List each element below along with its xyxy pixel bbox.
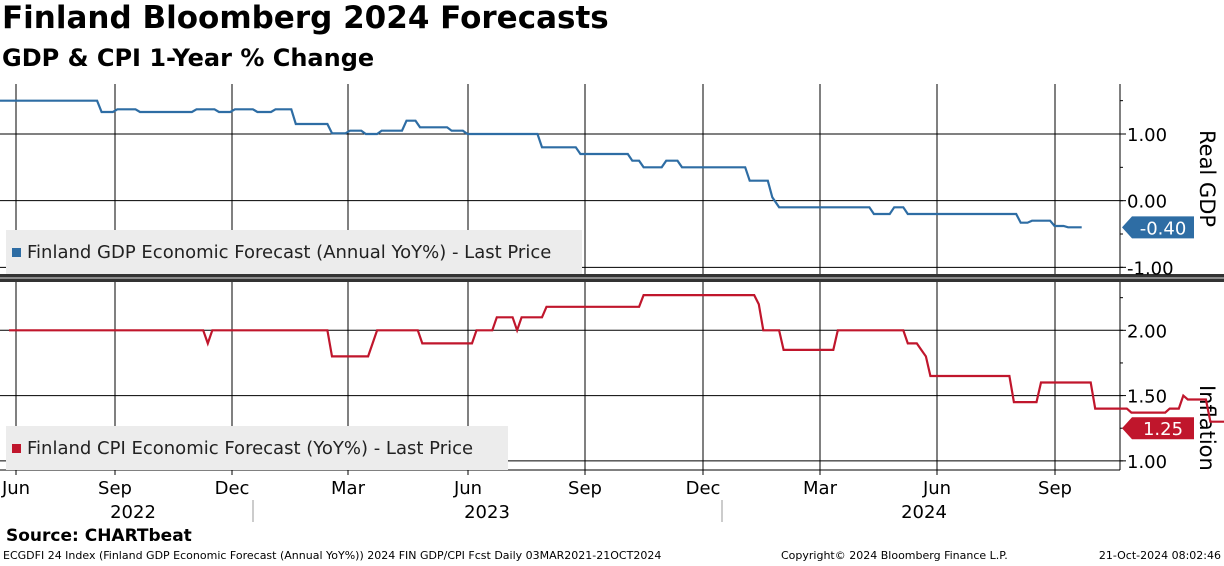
y-tick-label: 2.00 <box>1127 321 1167 342</box>
x-tick-label: Jun <box>922 478 951 499</box>
legend-cpi: Finland CPI Economic Forecast (YoY%) - L… <box>6 426 508 470</box>
y-axis-title: Real GDP <box>1195 130 1219 227</box>
chart-subtitle: GDP & CPI 1-Year % Change <box>2 44 375 72</box>
last-value-label: -0.40 <box>1140 218 1187 239</box>
legend-gdp: Finland GDP Economic Forecast (Annual Yo… <box>6 230 582 274</box>
y-tick-label: 1.00 <box>1127 125 1167 146</box>
x-year-label: 2023 <box>464 502 510 523</box>
x-tick-label: Mar <box>331 478 366 499</box>
legend-cpi-label: Finland CPI Economic Forecast (YoY%) - L… <box>27 437 474 459</box>
source-note: Source: CHARTbeat <box>6 526 192 546</box>
footer-info: ECGDFI 24 Index (Finland GDP Economic Fo… <box>3 549 662 562</box>
x-tick-label: Jun <box>453 478 482 499</box>
legend-gdp-swatch <box>12 247 21 257</box>
last-value-tag <box>1122 216 1194 239</box>
x-tick-label: Sep <box>1038 478 1072 499</box>
legend-gdp-label: Finland GDP Economic Forecast (Annual Yo… <box>27 241 552 263</box>
x-tick-label: Dec <box>215 478 250 499</box>
x-tick-label: Sep <box>98 478 132 499</box>
y-axis-title: Inflation <box>1195 385 1219 471</box>
last-value-tag <box>1122 417 1194 440</box>
x-tick-label: Dec <box>686 478 721 499</box>
y-tick-label: 0.00 <box>1127 192 1167 213</box>
series-line <box>9 294 1224 423</box>
x-year-label: 2022 <box>110 502 156 523</box>
x-tick-label: Jun <box>1 478 30 499</box>
chart-title: Finland Bloomberg 2024 Forecasts <box>2 0 609 36</box>
y-tick-label: 1.50 <box>1127 387 1167 408</box>
y-tick-label: -1.00 <box>1127 258 1174 279</box>
x-year-label: 2024 <box>901 502 947 523</box>
last-value-label: 1.25 <box>1143 419 1183 440</box>
footer-timestamp: 21-Oct-2024 08:02:46 <box>1098 549 1221 562</box>
y-tick-label: 1.00 <box>1127 452 1167 473</box>
series-line <box>0 99 1082 229</box>
footer-copyright: Copyright© 2024 Bloomberg Finance L.P. <box>781 549 1008 562</box>
x-tick-label: Mar <box>803 478 838 499</box>
x-tick-label: Sep <box>568 478 602 499</box>
legend-cpi-swatch <box>12 443 21 453</box>
